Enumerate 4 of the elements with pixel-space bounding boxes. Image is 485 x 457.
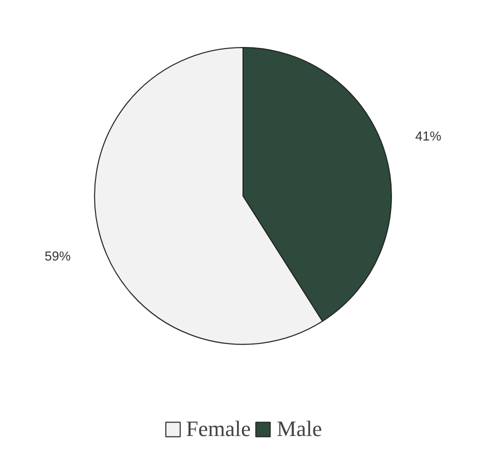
legend-label: Male [276, 416, 322, 442]
legend-label: Female [186, 416, 251, 442]
data-label: 59% [44, 248, 72, 264]
data-label: 41% [415, 128, 442, 144]
